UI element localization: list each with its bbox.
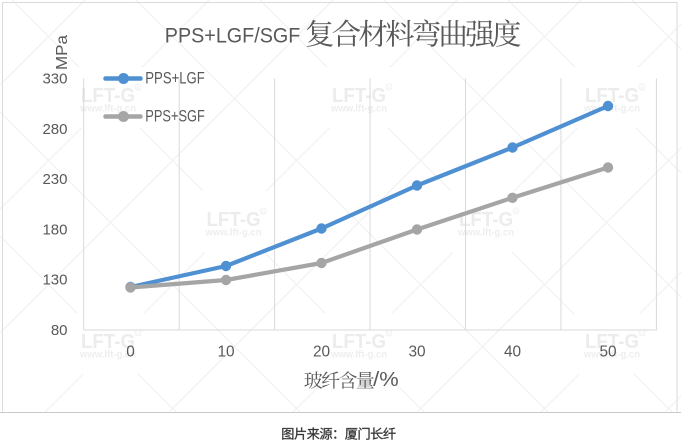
svg-text:40: 40 — [504, 344, 521, 361]
svg-text:20: 20 — [313, 344, 330, 361]
svg-text:180: 180 — [42, 221, 67, 238]
svg-text:80: 80 — [51, 322, 68, 339]
svg-text:130: 130 — [42, 272, 67, 289]
svg-text:MPa: MPa — [54, 35, 71, 70]
svg-text:30: 30 — [408, 344, 425, 361]
svg-text:0: 0 — [126, 344, 135, 361]
svg-text:/%: /% — [373, 369, 399, 391]
svg-text:PPS+LGF: PPS+LGF — [145, 70, 205, 88]
svg-text:PPS+SGF: PPS+SGF — [145, 108, 205, 126]
svg-text:50: 50 — [599, 344, 616, 361]
svg-text:PPS+LGF/SGF: PPS+LGF/SGF — [165, 24, 300, 48]
svg-text:230: 230 — [42, 171, 67, 188]
svg-text:280: 280 — [42, 121, 67, 138]
svg-text:330: 330 — [42, 71, 67, 88]
svg-text:10: 10 — [217, 344, 234, 361]
